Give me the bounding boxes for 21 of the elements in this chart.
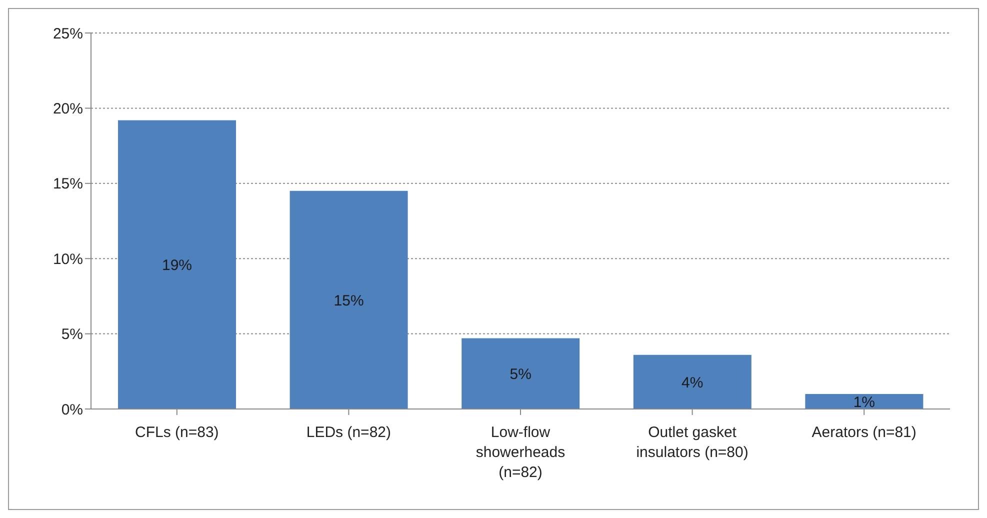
data-label: 1%: [853, 394, 876, 411]
bar: [290, 190, 408, 409]
x-tick-label: Low-flow showerheads (n=82): [476, 424, 566, 481]
bar: [118, 120, 236, 409]
x-tick-label: LEDs (n=82): [306, 424, 392, 441]
y-tick-label: 5%: [61, 326, 83, 344]
y-tick-label: 10%: [52, 250, 83, 268]
y-tick-label: 20%: [52, 100, 83, 118]
y-tick-label: 25%: [52, 25, 83, 42]
x-tick-label: Outlet gasket insulators (n=80): [636, 424, 748, 461]
data-label: 15%: [334, 292, 364, 310]
data-label: 19%: [162, 256, 192, 274]
data-label: 5%: [510, 366, 532, 383]
bar: [805, 394, 924, 409]
x-tick-label: Aerators (n=81): [812, 424, 916, 441]
y-tick-label: 0%: [61, 401, 83, 418]
x-tick-label: CFLs (n=83): [135, 424, 219, 441]
bar: [462, 338, 580, 409]
data-label: 4%: [682, 374, 704, 392]
y-tick-label: 15%: [52, 176, 83, 193]
bar: [633, 354, 752, 409]
